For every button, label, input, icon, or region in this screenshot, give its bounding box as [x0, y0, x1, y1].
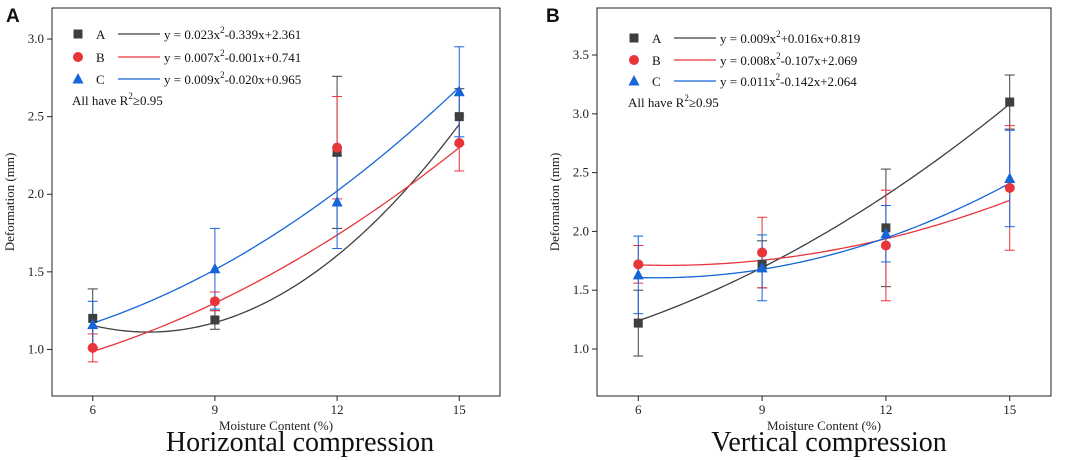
legend-label: A: [652, 31, 662, 46]
legend-marker: [73, 29, 83, 39]
legend-marker: [629, 55, 639, 65]
data-point-c: [209, 262, 221, 274]
x-tick-label: 12: [879, 402, 892, 417]
legend-label: C: [96, 72, 105, 87]
y-tick-label: 1.0: [28, 341, 44, 356]
data-point-b: [757, 247, 768, 258]
y-tick-label: 2.0: [28, 186, 44, 201]
y-tick-label: 2.5: [28, 109, 44, 124]
data-point-c: [331, 196, 343, 207]
x-tick-label: 15: [453, 402, 466, 417]
data-point-c: [756, 261, 768, 273]
legend-marker: [628, 75, 640, 86]
fit-curve-a: [92, 123, 460, 333]
panel-b: B 6 9 12 15 1.0 1.5 2.0 2.5 3.0 3.5 Moisture Conten…: [546, 6, 1052, 433]
x-tick-label: 6: [635, 402, 642, 417]
fit-curve-c: [638, 182, 1011, 279]
data-point-a: [210, 315, 220, 325]
panel-a: A 6 9 12 15 1.0 1.5 2.0 2.5 3.0 Moisture Content (…: [2, 6, 501, 433]
y-tick-label: 2.0: [573, 223, 589, 238]
y-tick-label: 2.5: [573, 165, 589, 180]
y-tick-label: 3.0: [573, 106, 589, 121]
fit-curve-b: [92, 147, 460, 353]
panel-caption: Vertical compression: [711, 427, 947, 458]
r-squared-note: All have R2≥0.95: [72, 91, 163, 108]
legend-equation: y = 0.009x2-0.020x+0.965: [164, 70, 301, 87]
legend-marker: [73, 52, 83, 62]
data-point-b: [633, 259, 644, 270]
panel-letter: A: [6, 6, 20, 27]
legend-marker: [629, 33, 639, 43]
y-axis-title: Deformation (mm): [2, 153, 17, 252]
y-tick-label: 1.5: [28, 264, 44, 279]
data-point-a: [454, 112, 464, 122]
data-point-c: [87, 318, 99, 330]
legend-label: C: [652, 74, 661, 89]
data-point-a: [88, 313, 98, 323]
data-point-c: [453, 85, 465, 97]
legend-equation: y = 0.008x2-0.107x+2.069: [720, 51, 857, 68]
legend-label: B: [652, 53, 661, 68]
data-point-b: [87, 342, 98, 353]
data-point-c: [1004, 172, 1016, 183]
x-tick-label: 9: [759, 402, 766, 417]
x-tick-label: 12: [331, 402, 344, 417]
y-axis-title: Deformation (mm): [547, 153, 562, 252]
legend-marker: [72, 73, 84, 84]
data-point-a: [633, 318, 643, 328]
x-tick-label: 9: [212, 402, 219, 417]
r-squared-note: All have R2≥0.95: [628, 93, 719, 110]
data-point-a: [1005, 97, 1015, 107]
legend-equation: y = 0.009x2+0.016x+0.819: [720, 29, 860, 46]
data-point-c: [632, 268, 644, 280]
y-tick-label: 1.5: [573, 282, 589, 297]
plot-frame: [51, 7, 501, 397]
x-axis-title: Moisture Content (%): [219, 418, 333, 433]
data-point-b: [1004, 182, 1015, 193]
y-tick-label: 3.0: [28, 31, 44, 46]
fit-curve-c: [92, 86, 460, 324]
y-tick-label: 3.5: [573, 47, 589, 62]
plot-frame: [596, 7, 1052, 397]
y-tick-label: 1.0: [573, 341, 589, 356]
legend-equation: y = 0.007x2-0.001x+0.741: [164, 48, 301, 65]
legend-label: A: [96, 27, 106, 42]
data-point-b: [332, 142, 343, 153]
fit-curve-a: [638, 103, 1011, 322]
panel-letter: B: [546, 6, 560, 27]
x-axis-title: Moisture Content (%): [767, 418, 881, 433]
data-point-b: [880, 240, 891, 251]
fit-curve-b: [638, 199, 1010, 267]
data-point-b: [209, 296, 220, 307]
x-tick-label: 15: [1003, 402, 1016, 417]
panel-caption: Horizontal compression: [166, 427, 434, 458]
legend-equation: y = 0.023x2-0.339x+2.361: [164, 25, 301, 42]
data-point-c: [880, 227, 892, 239]
data-point-b: [454, 138, 465, 149]
legend-label: B: [96, 50, 105, 65]
x-tick-label: 6: [89, 402, 96, 417]
legend-equation: y = 0.011x2-0.142x+2.064: [720, 72, 857, 89]
